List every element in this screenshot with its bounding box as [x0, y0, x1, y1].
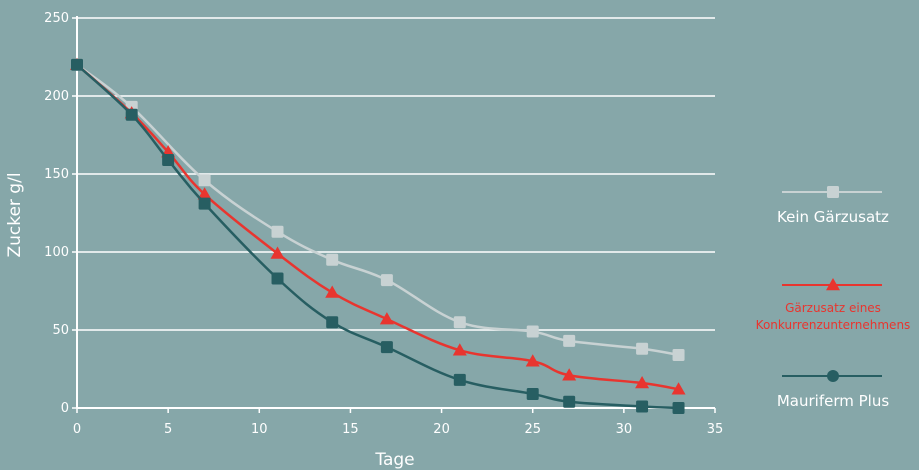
- legend-label-g-rzusatz-eines-konkurrenzunternehmens-1: Konkurrenzunternehmens: [756, 318, 911, 332]
- x-tick-label-5: 5: [164, 422, 172, 437]
- data-point-g-rzusatz-eines-konkurrenzunternehmens-33: [671, 382, 686, 395]
- legend-label-kein-g-rzusatz-0: Kein Gärzusatz: [777, 208, 889, 226]
- data-point-mauriferm-plus-25: [526, 387, 539, 400]
- y-tick-label-250: 250: [44, 11, 69, 26]
- gridlines: [77, 17, 715, 331]
- y-tick-label-200: 200: [44, 89, 69, 104]
- legend-marker-mauriferm-plus: [827, 370, 839, 382]
- x-tick-label-35: 35: [707, 422, 724, 437]
- series-line-kein-g-rzusatz: [76, 63, 679, 357]
- data-point-g-rzusatz-eines-konkurrenzunternehmens-17: [379, 312, 394, 325]
- x-tick-label-30: 30: [616, 422, 633, 437]
- series-line-mauriferm-plus: [76, 63, 679, 410]
- data-point-kein-g-rzusatz-31: [636, 342, 649, 355]
- legend-item-mauriferm-plus: Mauriferm Plus: [777, 370, 889, 410]
- legend-label-g-rzusatz-eines-konkurrenzunternehmens-0: Gärzusatz eines: [785, 301, 881, 315]
- legend-item-g-rzusatz-eines-konkurrenzunternehmens: Gärzusatz eines Konkurrenzunternehmens: [756, 278, 911, 332]
- legend-item-kein-g-rzusatz: Kein Gärzusatz: [777, 186, 889, 226]
- x-tick-label-25: 25: [524, 422, 541, 437]
- axes: [72, 16, 716, 413]
- data-point-kein-g-rzusatz-7: [198, 174, 211, 187]
- data-point-kein-g-rzusatz-11: [271, 225, 284, 238]
- data-point-mauriferm-plus-21: [453, 373, 466, 386]
- data-point-kein-g-rzusatz-27: [563, 334, 576, 347]
- data-point-g-rzusatz-eines-konkurrenzunternehmens-21: [452, 343, 467, 356]
- y-tick-label-100: 100: [44, 245, 69, 260]
- data-point-mauriferm-plus-27: [563, 395, 576, 408]
- data-point-g-rzusatz-eines-konkurrenzunternehmens-25: [525, 354, 540, 367]
- data-point-kein-g-rzusatz-21: [453, 316, 466, 329]
- data-point-mauriferm-plus-3: [125, 108, 138, 121]
- data-point-mauriferm-plus-31: [636, 400, 649, 413]
- series-group: [70, 57, 686, 414]
- legend-marker-kein-g-rzusatz: [827, 186, 839, 198]
- x-tick-label-0: 0: [73, 422, 81, 437]
- y-tick-label-50: 50: [52, 323, 69, 338]
- x-axis-title: Tage: [374, 450, 414, 470]
- x-tick-label-20: 20: [433, 422, 450, 437]
- data-point-mauriferm-plus-5: [162, 153, 175, 166]
- data-point-g-rzusatz-eines-konkurrenzunternehmens-11: [270, 246, 285, 259]
- series-g-rzusatz-eines-konkurrenzunternehmens: [70, 57, 686, 395]
- legend-label-mauriferm-plus-0: Mauriferm Plus: [777, 392, 889, 410]
- data-point-mauriferm-plus-0: [71, 58, 83, 71]
- data-point-kein-g-rzusatz-14: [326, 253, 339, 266]
- y-tick-label-150: 150: [44, 167, 69, 182]
- data-point-kein-g-rzusatz-25: [526, 325, 539, 338]
- data-point-mauriferm-plus-14: [326, 316, 339, 329]
- data-point-g-rzusatz-eines-konkurrenzunternehmens-31: [635, 376, 650, 389]
- series-mauriferm-plus: [71, 58, 685, 414]
- tick-labels: 0 50 100 150 200 250 0 5 10 15 20 25 30 35: [44, 11, 723, 437]
- x-tick-label-15: 15: [342, 422, 359, 437]
- data-point-g-rzusatz-eines-konkurrenzunternehmens-7: [197, 187, 212, 200]
- series-line-g-rzusatz-eines-konkurrenzunternehmens: [76, 63, 679, 391]
- legend-marker-g-rzusatz-eines-konkurrenzunternehmens: [826, 278, 840, 291]
- data-point-mauriferm-plus-7: [198, 197, 211, 210]
- y-axis-title: Zucker g/l: [5, 172, 25, 257]
- data-point-g-rzusatz-eines-konkurrenzunternehmens-27: [562, 368, 577, 381]
- y-tick-label-0: 0: [61, 401, 69, 416]
- data-point-g-rzusatz-eines-konkurrenzunternehmens-14: [325, 285, 340, 298]
- data-point-mauriferm-plus-17: [380, 341, 393, 354]
- legend: Kein Gärzusatz Gärzusatz eines Konkurrenzu…: [756, 186, 911, 410]
- data-point-kein-g-rzusatz-17: [380, 274, 393, 287]
- data-point-mauriferm-plus-33: [672, 402, 685, 414]
- x-tick-label-10: 10: [251, 422, 268, 437]
- data-point-kein-g-rzusatz-33: [672, 348, 685, 361]
- data-point-mauriferm-plus-11: [271, 272, 284, 285]
